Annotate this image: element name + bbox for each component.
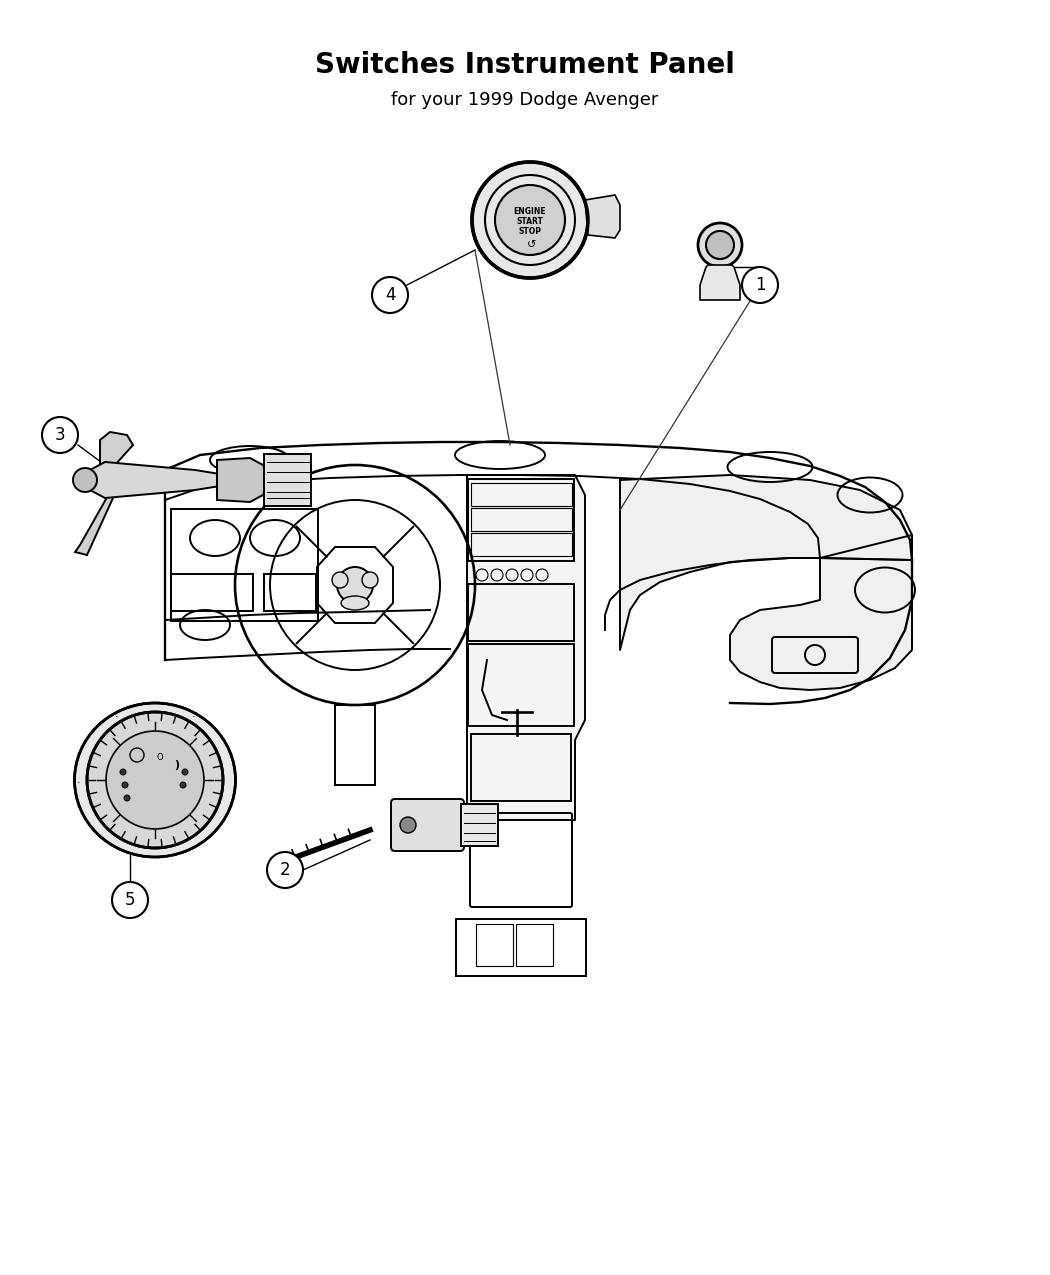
- Polygon shape: [100, 432, 133, 465]
- Circle shape: [698, 223, 742, 266]
- Text: O: O: [156, 754, 164, 762]
- Text: 3: 3: [55, 426, 65, 444]
- Polygon shape: [467, 476, 585, 820]
- Polygon shape: [730, 536, 912, 690]
- Circle shape: [706, 231, 734, 259]
- Circle shape: [400, 817, 416, 833]
- Text: .: .: [116, 842, 119, 850]
- Polygon shape: [585, 195, 619, 238]
- Circle shape: [372, 277, 408, 312]
- Ellipse shape: [75, 703, 235, 857]
- Text: for your 1999 Dodge Avenger: for your 1999 Dodge Avenger: [392, 91, 658, 108]
- FancyBboxPatch shape: [264, 454, 311, 506]
- Text: 1: 1: [755, 275, 765, 295]
- Text: .: .: [116, 709, 119, 719]
- Circle shape: [122, 782, 128, 788]
- Circle shape: [74, 468, 97, 492]
- Circle shape: [182, 769, 188, 775]
- Circle shape: [267, 852, 303, 887]
- Text: ENGINE: ENGINE: [513, 208, 546, 217]
- Circle shape: [742, 266, 778, 303]
- Polygon shape: [620, 476, 912, 650]
- FancyBboxPatch shape: [461, 805, 498, 847]
- Circle shape: [106, 731, 204, 829]
- Circle shape: [120, 769, 126, 775]
- Circle shape: [112, 882, 148, 918]
- Circle shape: [332, 572, 348, 588]
- Text: .: .: [191, 842, 195, 850]
- Text: 5: 5: [125, 891, 135, 909]
- Text: START: START: [517, 218, 544, 227]
- Ellipse shape: [341, 595, 369, 609]
- FancyBboxPatch shape: [391, 799, 464, 850]
- Circle shape: [362, 572, 378, 588]
- Polygon shape: [85, 462, 225, 499]
- Circle shape: [495, 185, 565, 255]
- Circle shape: [87, 711, 223, 848]
- Text: 4: 4: [384, 286, 395, 303]
- Polygon shape: [217, 458, 267, 502]
- Text: $\circlearrowleft$: $\circlearrowleft$: [524, 238, 537, 249]
- Polygon shape: [75, 492, 113, 555]
- Text: STOP: STOP: [519, 227, 542, 236]
- Text: Switches Instrument Panel: Switches Instrument Panel: [315, 51, 735, 79]
- Text: 2: 2: [279, 861, 290, 878]
- Circle shape: [42, 417, 78, 453]
- Text: .: .: [77, 775, 81, 785]
- Circle shape: [180, 782, 186, 788]
- Circle shape: [124, 796, 130, 801]
- Text: .: .: [191, 709, 195, 719]
- Circle shape: [337, 567, 373, 603]
- Polygon shape: [700, 265, 740, 300]
- Text: ): ): [174, 760, 180, 770]
- Circle shape: [472, 162, 588, 278]
